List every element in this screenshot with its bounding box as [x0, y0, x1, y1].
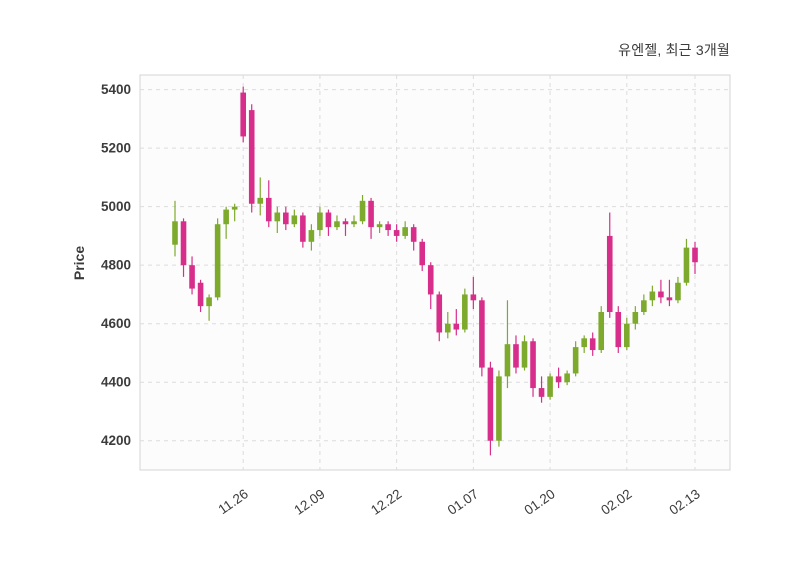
candle-body [274, 212, 281, 222]
chart-title: 유엔젤, 최근 3개월 [618, 42, 730, 58]
candle-body [615, 312, 622, 348]
x-tick-label: 02.13 [666, 486, 702, 518]
candle-body [462, 294, 468, 330]
candle-body [692, 247, 698, 263]
candle-body [291, 215, 298, 225]
y-tick-label: 5000 [101, 199, 131, 214]
candle-body [479, 300, 485, 368]
candle-body [214, 224, 221, 298]
x-tick-label: 02.02 [598, 486, 634, 518]
candle-body [351, 221, 357, 225]
candle-body [666, 297, 673, 301]
candle-body [675, 282, 681, 301]
candle-body [240, 92, 246, 137]
candle-body [197, 282, 204, 307]
candle-body [555, 376, 562, 383]
candle-body [427, 265, 434, 295]
candle-body [470, 294, 477, 301]
candle-body [504, 344, 511, 377]
plot-background [139, 74, 731, 471]
candle-body [683, 247, 690, 283]
x-tick-label: 11.26 [215, 486, 250, 517]
candle-body [547, 376, 553, 397]
candle-body [231, 206, 238, 210]
candle-body [265, 197, 272, 222]
candle-body [589, 338, 596, 351]
candle-body [257, 197, 264, 204]
candle-body [487, 367, 494, 441]
candle-body [419, 241, 426, 266]
candle-body [325, 212, 332, 228]
candle-body [538, 388, 545, 397]
candle-body [300, 215, 306, 242]
candle-body [308, 230, 315, 242]
candle-body [564, 373, 570, 383]
candle-body [368, 200, 374, 228]
candle-body [572, 347, 579, 374]
candle-body [385, 224, 391, 231]
y-tick-label: 4600 [101, 316, 131, 331]
candle-body [581, 338, 587, 348]
x-tick-label: 12.09 [291, 486, 327, 518]
x-tick-label: 01.20 [522, 486, 558, 518]
candle-body [410, 227, 417, 242]
candle-body [223, 209, 229, 225]
candle-body [530, 341, 536, 389]
candle-body [359, 200, 366, 222]
candle-body [248, 110, 255, 204]
candle-body [624, 323, 630, 348]
candle-body [649, 291, 656, 301]
candle-body [436, 294, 443, 333]
candle-body [521, 341, 528, 368]
candle-body [658, 291, 664, 298]
x-tick-label: 01.07 [445, 486, 481, 518]
y-tick-label: 5400 [101, 82, 131, 97]
candle-body [342, 221, 349, 225]
y-tick-label: 4200 [101, 433, 131, 448]
candle-body [496, 376, 502, 441]
candle-body [283, 212, 289, 225]
candle-body [180, 221, 187, 266]
candle-body [317, 212, 323, 231]
candle-body [598, 312, 605, 351]
candle-body [444, 323, 451, 333]
candle-body [376, 224, 383, 228]
x-tick-label: 12.22 [368, 486, 404, 518]
candle-body [334, 221, 340, 228]
candle-body [453, 323, 460, 330]
y-tick-label: 4400 [101, 375, 131, 390]
candle-body [206, 297, 212, 307]
candle-body [172, 221, 178, 245]
candle-body [606, 235, 613, 312]
candle-body [402, 227, 408, 236]
candle-body [393, 230, 400, 236]
candle-body [513, 344, 519, 368]
y-tick-label: 5200 [101, 141, 131, 156]
candle-body [632, 312, 639, 324]
y-tick-label: 4800 [101, 258, 131, 273]
candle-body [641, 300, 647, 312]
candle-body [189, 265, 195, 289]
